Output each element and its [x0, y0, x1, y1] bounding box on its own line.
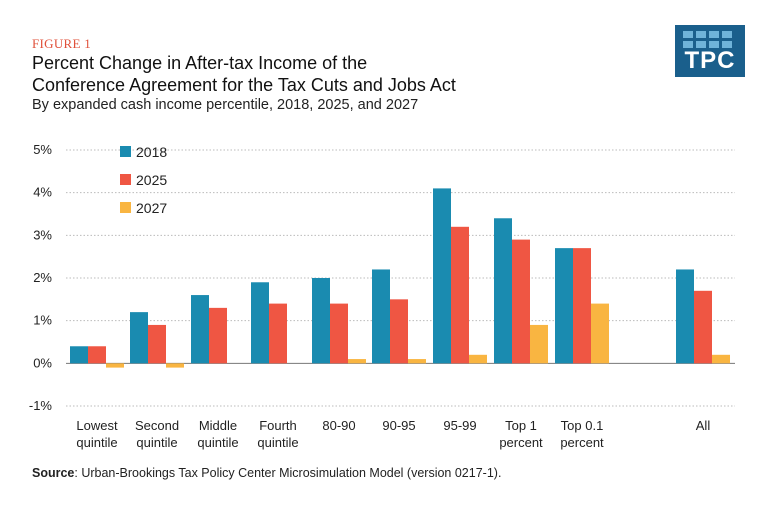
bar-2018 [433, 188, 451, 364]
category-label: quintile [136, 435, 177, 450]
y-tick-label: 0% [33, 355, 52, 370]
y-tick-label: 5% [33, 142, 52, 157]
bar-2018 [251, 282, 269, 364]
y-tick-label: 3% [33, 227, 52, 242]
bar-2018 [676, 269, 694, 364]
title-line-2: Conference Agreement for the Tax Cuts an… [32, 75, 456, 95]
legend-label: 2025 [136, 172, 167, 188]
bar-2018 [372, 269, 390, 364]
y-tick-label: 1% [33, 313, 52, 328]
category-label: Fourth [259, 418, 297, 433]
legend-swatch-2018 [120, 146, 131, 157]
legend-swatch-2027 [120, 202, 131, 213]
bar-2018 [494, 218, 512, 364]
bar-2025 [269, 303, 287, 364]
bar-2025 [573, 248, 591, 364]
bar-2018 [130, 312, 148, 364]
bar-2025 [694, 290, 712, 364]
bar-2018 [555, 248, 573, 364]
category-label: Lowest [76, 418, 118, 433]
y-tick-label: -1% [29, 398, 53, 413]
source-label: Source [32, 466, 75, 480]
category-label: 95-99 [443, 418, 476, 433]
logo-grid-icon [683, 31, 732, 48]
category-label: percent [560, 435, 604, 450]
category-label: quintile [76, 435, 117, 450]
bar-2025 [209, 307, 227, 364]
source-note: Source: Urban-Brookings Tax Policy Cente… [32, 466, 501, 480]
legend-swatch-2025 [120, 174, 131, 185]
legend-label: 2027 [136, 200, 167, 216]
bar-2027 [166, 363, 184, 368]
bar-2018 [70, 346, 88, 364]
category-label: quintile [197, 435, 238, 450]
logo-text: TPC [684, 47, 736, 74]
bar-2027 [530, 324, 548, 364]
bar-2027 [469, 354, 487, 364]
bar-2027 [712, 354, 730, 364]
category-label: 90-95 [382, 418, 415, 433]
bar-2018 [312, 278, 330, 364]
tpc-logo: TPC [675, 25, 745, 77]
bar-2018 [191, 295, 209, 364]
category-label: quintile [257, 435, 298, 450]
y-tick-label: 4% [33, 185, 52, 200]
figure-label: FIGURE 1 [32, 36, 92, 51]
category-label: Top 0.1 [561, 418, 604, 433]
category-label: Second [135, 418, 179, 433]
bar-2027 [408, 359, 426, 364]
category-label: All [696, 418, 711, 433]
bar-2025 [148, 324, 166, 364]
y-tick-label: 2% [33, 270, 52, 285]
chart-title: Percent Change in After-tax Income of th… [32, 52, 632, 96]
bar-2025 [390, 299, 408, 364]
legend-label: 2018 [136, 144, 167, 160]
source-text: : Urban-Brookings Tax Policy Center Micr… [74, 466, 502, 480]
bar-2025 [512, 239, 530, 364]
bar-2025 [88, 346, 106, 364]
title-line-1: Percent Change in After-tax Income of th… [32, 53, 368, 73]
bar-2025 [451, 226, 469, 364]
bar-chart: 5% 4% 3% 2% 1% 0% -1% Lowest quintile Second quint… [29, 142, 735, 450]
chart-subtitle: By expanded cash income percentile, 2018… [32, 97, 419, 113]
bar-2027 [106, 363, 124, 368]
bar-2027 [591, 303, 609, 364]
bar-2027 [348, 359, 366, 364]
category-label: Top 1 [505, 418, 537, 433]
category-label: 80-90 [322, 418, 355, 433]
bar-2025 [330, 303, 348, 364]
category-label: Middle [199, 418, 237, 433]
category-label: percent [499, 435, 543, 450]
